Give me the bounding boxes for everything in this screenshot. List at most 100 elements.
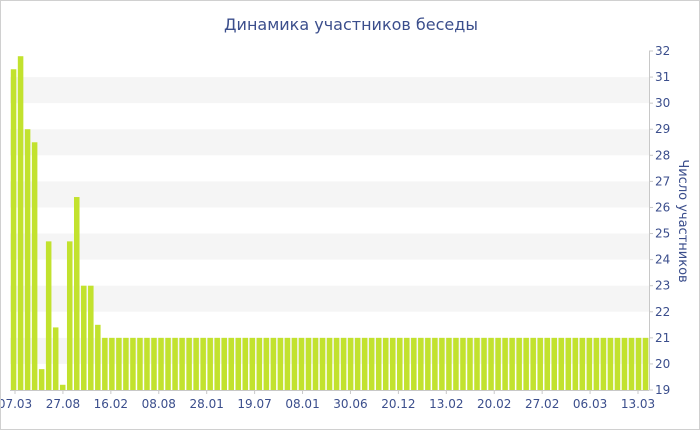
bar	[263, 337, 270, 390]
bar	[207, 337, 213, 390]
bar	[467, 337, 473, 390]
bar	[614, 337, 621, 390]
y-tick-label: 20	[655, 357, 670, 371]
bar	[186, 337, 192, 390]
bar	[172, 337, 178, 390]
bar	[221, 337, 227, 390]
x-tick-label: 13.03	[621, 397, 655, 411]
bar	[628, 337, 635, 390]
bar	[418, 337, 424, 390]
bar	[256, 337, 263, 390]
bar	[411, 337, 417, 390]
bar	[298, 337, 305, 390]
bar	[453, 337, 459, 390]
bar	[200, 337, 206, 390]
y-tick-label: 19	[655, 383, 670, 397]
bar	[347, 337, 354, 390]
bar	[474, 337, 480, 390]
bar	[361, 337, 368, 390]
y-tick-labels: 19 20 21 22 23 24 25 26 27 28 29 30 31 32	[655, 44, 670, 397]
bar	[66, 241, 73, 390]
bar	[404, 337, 410, 390]
bar	[116, 337, 122, 390]
grid-band	[10, 285, 649, 312]
y-tick-label: 28	[655, 148, 670, 162]
bar	[88, 285, 94, 390]
bar	[607, 337, 614, 390]
x-tick-label: 13.02	[429, 397, 463, 411]
bar	[312, 337, 319, 390]
bar	[593, 337, 600, 390]
bar	[165, 337, 171, 390]
bar	[10, 69, 17, 390]
bar	[481, 337, 487, 390]
y-tick-label: 22	[655, 305, 670, 319]
bar	[17, 56, 24, 390]
bar	[123, 337, 129, 390]
bar	[621, 337, 628, 390]
bar	[586, 337, 593, 390]
bar	[102, 337, 108, 390]
bar	[151, 337, 157, 390]
bar	[432, 337, 438, 390]
bar	[95, 324, 101, 390]
bar	[52, 327, 59, 390]
bar	[544, 337, 550, 390]
y-tick-label: 23	[655, 279, 670, 293]
bar	[109, 337, 115, 390]
bar	[446, 337, 452, 390]
bar	[144, 337, 150, 390]
bar	[277, 337, 284, 390]
bar	[81, 285, 87, 390]
bar	[375, 337, 382, 390]
bar	[242, 337, 249, 390]
bar	[228, 337, 235, 390]
x-tick-label: 19.07	[237, 397, 271, 411]
bar	[425, 337, 431, 390]
bar	[270, 337, 277, 390]
chart-title: Динамика участников беседы	[224, 15, 478, 34]
bar	[509, 337, 515, 390]
y-tick-label: 26	[655, 200, 670, 214]
x-tick-label: 08.01	[285, 397, 319, 411]
bar	[24, 129, 31, 390]
bar	[249, 337, 256, 390]
y-tick-label: 25	[655, 227, 670, 241]
bar	[600, 337, 607, 390]
bar	[565, 337, 572, 390]
bar	[537, 337, 543, 390]
y-tick-label: 32	[655, 44, 670, 58]
bar	[59, 384, 66, 390]
bar	[368, 337, 375, 390]
bar	[305, 337, 312, 390]
bar	[326, 337, 333, 390]
x-tick-label: 06.03	[573, 397, 607, 411]
bar	[38, 369, 45, 390]
bars	[10, 56, 649, 390]
grid-band	[10, 233, 649, 260]
bar	[31, 142, 38, 390]
bar	[572, 337, 579, 390]
bar	[523, 337, 529, 390]
bar	[179, 337, 185, 390]
y-axis-label: Число участников	[675, 159, 690, 282]
x-tick-labels: 07.03 27.08 16.02 08.08 28.01 19.07 08.01 30.06…	[1, 397, 655, 411]
bar	[642, 337, 649, 390]
bar	[579, 337, 586, 390]
bar	[235, 337, 242, 390]
bar	[284, 337, 291, 390]
bar	[340, 337, 347, 390]
y-tick-label: 24	[655, 253, 670, 267]
bar	[319, 337, 326, 390]
grid-bands	[10, 77, 649, 364]
bar	[45, 241, 52, 390]
bar	[214, 337, 220, 390]
y-tick-label: 29	[655, 122, 670, 136]
bar	[382, 337, 389, 390]
bar	[354, 337, 361, 390]
bar	[73, 197, 80, 390]
x-tick-label: 20.12	[381, 397, 415, 411]
axes	[10, 50, 653, 394]
